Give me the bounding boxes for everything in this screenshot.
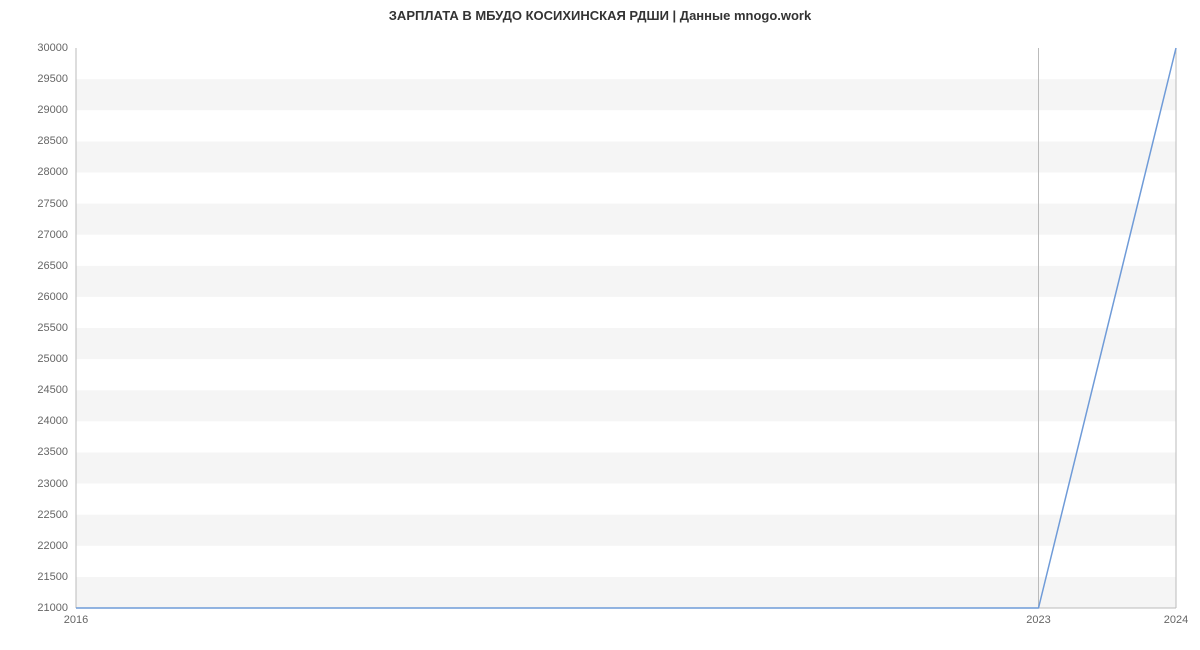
y-tick-label: 26000 (37, 291, 68, 303)
grid-band (76, 359, 1176, 390)
y-tick-label: 22000 (37, 540, 68, 552)
y-tick-label: 27000 (37, 229, 68, 241)
grid-band (76, 141, 1176, 172)
grid-band (76, 577, 1176, 608)
y-tick-label: 25500 (37, 322, 68, 334)
y-tick-label: 23500 (37, 446, 68, 458)
y-tick-label: 28000 (37, 166, 68, 178)
grid-band (76, 328, 1176, 359)
grid-band (76, 546, 1176, 577)
y-tick-label: 27500 (37, 198, 68, 210)
y-tick-label: 22500 (37, 509, 68, 521)
x-tick-label: 2016 (64, 614, 88, 626)
y-tick-label: 21500 (37, 571, 68, 583)
grid-band (76, 172, 1176, 203)
y-tick-label: 24500 (37, 384, 68, 396)
y-tick-label: 28500 (37, 135, 68, 147)
y-tick-label: 25000 (37, 353, 68, 365)
grid-band (76, 204, 1176, 235)
grid-band (76, 79, 1176, 110)
plot-area: 2100021500220002250023000235002400024500… (76, 48, 1176, 608)
y-tick-label: 21000 (37, 602, 68, 614)
grid-band (76, 515, 1176, 546)
y-tick-label: 26500 (37, 260, 68, 272)
plot-svg (76, 48, 1176, 608)
y-tick-label: 24000 (37, 415, 68, 427)
chart-title: ЗАРПЛАТА В МБУДО КОСИХИНСКАЯ РДШИ | Данн… (0, 8, 1200, 23)
grid-band (76, 110, 1176, 141)
y-tick-label: 29000 (37, 104, 68, 116)
grid-band (76, 484, 1176, 515)
line-chart: ЗАРПЛАТА В МБУДО КОСИХИНСКАЯ РДШИ | Данн… (0, 0, 1200, 650)
y-tick-label: 23000 (37, 478, 68, 490)
grid-band (76, 421, 1176, 452)
grid-band (76, 266, 1176, 297)
grid-band (76, 48, 1176, 79)
y-tick-label: 29500 (37, 73, 68, 85)
x-tick-label: 2023 (1026, 614, 1050, 626)
grid-band (76, 452, 1176, 483)
y-tick-label: 30000 (37, 42, 68, 54)
grid-band (76, 297, 1176, 328)
grid-band (76, 390, 1176, 421)
x-tick-label: 2024 (1164, 614, 1188, 626)
grid-band (76, 235, 1176, 266)
